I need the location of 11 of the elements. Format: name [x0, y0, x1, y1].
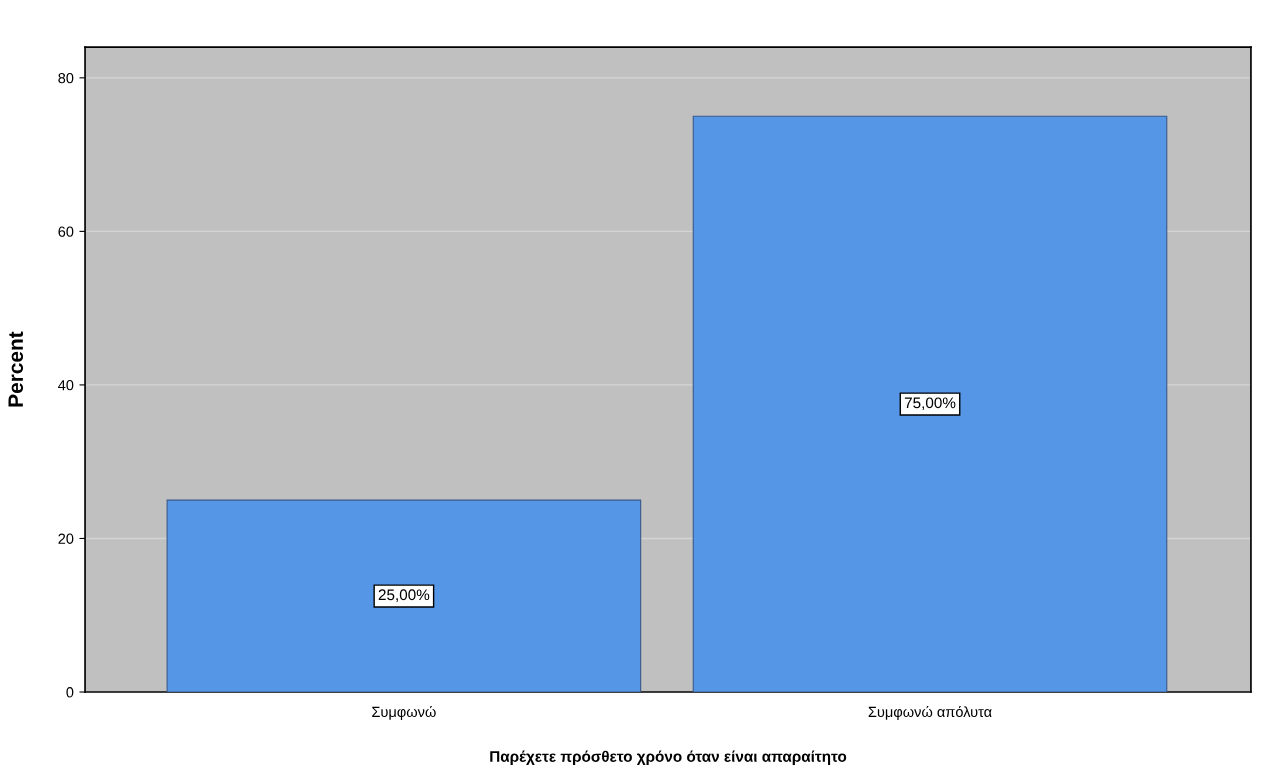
y-tick-label: 80 [58, 72, 74, 84]
y-axis-title: Percent [8, 331, 24, 407]
y-tick-label: 60 [58, 226, 74, 237]
y-tick-label: 40 [58, 380, 74, 391]
y-tick-label: 20 [58, 533, 74, 544]
x-tick-label: Συμφωνώ [372, 705, 436, 720]
data-label: 25,00% [378, 589, 430, 602]
x-axis-title: Παρέχετε πρόσθετο χρόνο όταν είναι απαραίτητο [490, 750, 847, 765]
x-tick-label: Συμφωνώ απόλυτα [868, 705, 992, 720]
y-tick-label: 0 [66, 687, 74, 698]
data-label: 75,00% [904, 397, 956, 411]
